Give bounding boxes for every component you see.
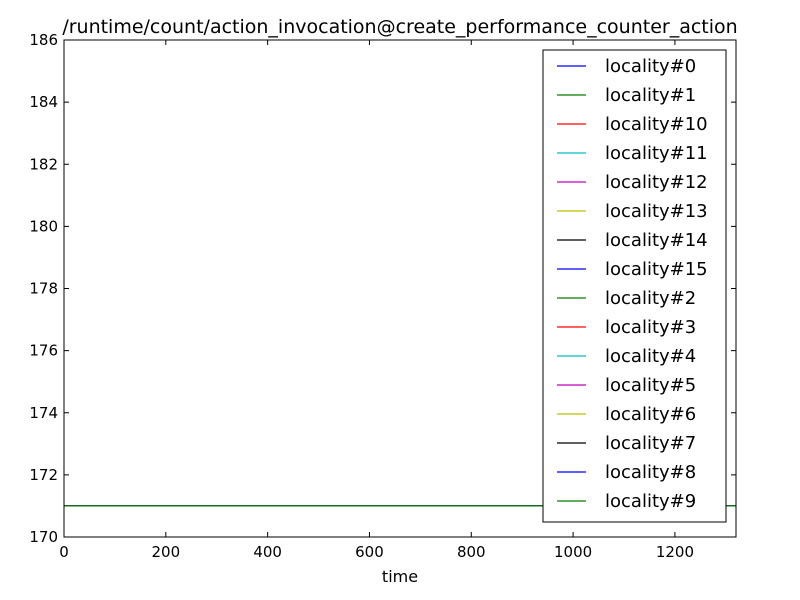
x-tick-label: 1000 [554, 543, 592, 561]
legend-label: locality#3 [605, 317, 696, 338]
x-tick-label: 400 [253, 543, 282, 561]
y-tick-label: 182 [29, 155, 58, 173]
x-axis-label: time [382, 567, 418, 586]
legend-label: locality#8 [605, 462, 696, 483]
y-tick-label: 172 [29, 466, 58, 484]
y-tick-label: 186 [29, 31, 58, 49]
x-tick-label: 600 [355, 543, 384, 561]
legend-label: locality#1 [605, 85, 696, 106]
legend: locality#0 locality#1 locality#10 locality#… [542, 49, 727, 523]
legend-label: locality#6 [605, 404, 696, 425]
y-tick-label: 178 [29, 280, 58, 298]
legend-label: locality#2 [605, 288, 696, 309]
legend-label: locality#9 [605, 491, 696, 512]
y-tick-label: 184 [29, 93, 58, 111]
legend-label: locality#14 [605, 230, 708, 251]
y-tick-label: 180 [29, 217, 58, 235]
legend-label: locality#12 [605, 172, 708, 193]
legend-label: locality#15 [605, 259, 708, 280]
legend-label: locality#13 [605, 201, 708, 222]
chart-title: /runtime/count/action_invocation@create_… [62, 16, 737, 38]
axes-layer: 0 200 400 600 800 1000 1200 170 172 174 176 178 180 1… [29, 31, 736, 561]
legend-label: locality#11 [605, 143, 708, 164]
legend-label: locality#10 [605, 114, 708, 135]
legend-label: locality#0 [605, 56, 696, 77]
x-tick-label: 800 [457, 543, 486, 561]
y-tick-label: 174 [29, 404, 58, 422]
legend-label: locality#5 [605, 375, 696, 396]
x-tick-label: 1200 [656, 543, 694, 561]
y-tick-label: 176 [29, 342, 58, 360]
x-tick-label: 0 [59, 543, 69, 561]
y-tick-label: 170 [29, 528, 58, 546]
legend-label: locality#7 [605, 433, 696, 454]
x-tick-label: 200 [151, 543, 180, 561]
legend-label: locality#4 [605, 346, 696, 367]
